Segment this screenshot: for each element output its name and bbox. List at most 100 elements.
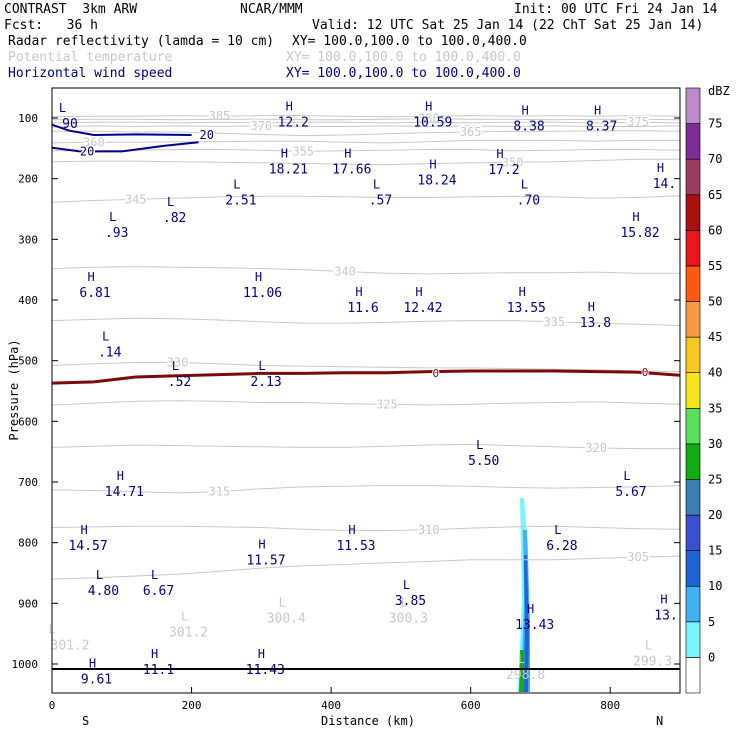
colorbar-level-label: 20 <box>708 508 722 522</box>
extremum-value: 11.53 <box>336 539 375 554</box>
extremum-high-marker: H <box>521 103 528 117</box>
extremum-value: 301.2 <box>169 625 208 640</box>
extremum-value: 11.6 <box>347 301 378 316</box>
extremum-high-marker: H <box>89 657 96 671</box>
extremum-value: .14 <box>98 346 122 361</box>
wind-contour-label: 20 <box>80 144 94 158</box>
x-tick-label: 400 <box>321 699 341 712</box>
valid-time: Valid: 12 UTC Sat 25 Jan 14 (22 ChT Sat … <box>312 18 704 33</box>
zero-contour-label: 0 <box>432 367 439 380</box>
extremum-low-marker: L <box>109 210 116 224</box>
field-name-reflectivity: Radar reflectivity (lamda = 10 cm) <box>8 34 275 49</box>
theta-label: 355 <box>292 144 314 158</box>
south-label: S <box>82 714 89 728</box>
field-xy-wind: XY= 100.0,100.0 to 100.0,400.0 <box>286 66 521 81</box>
field-xy-reflectivity: XY= 100.0,100.0 to 100.0,400.0 <box>292 34 527 49</box>
extremum-low-marker: L <box>623 469 630 483</box>
theta-label: 325 <box>376 397 398 411</box>
extremum-value: 301.2 <box>50 639 89 654</box>
theta-contour-350 <box>52 158 680 166</box>
colorbar-level-label: 50 <box>708 295 722 309</box>
extremum-value: 14.57 <box>69 539 108 554</box>
theta-label: 365 <box>460 125 482 139</box>
colorbar-swatch <box>685 407 701 445</box>
extremum-high-marker: H <box>286 100 293 114</box>
colorbar-level-label: 10 <box>708 579 722 593</box>
colorbar-swatch <box>685 443 701 480</box>
y-tick-label: 300 <box>18 233 38 246</box>
extremum-value: 5.50 <box>468 454 499 469</box>
extremum-high-marker: H <box>588 300 595 314</box>
plot-frame <box>51 87 681 694</box>
colorbar-swatch <box>685 123 701 160</box>
extremum-high-marker: H <box>258 647 265 661</box>
axes <box>51 87 681 694</box>
colorbar-level-label: 65 <box>708 188 722 202</box>
extremum-low-marker: L <box>554 523 561 537</box>
x-axis-label: Distance (km) <box>321 714 415 728</box>
extremum-high-marker: H <box>355 285 362 299</box>
extremum-value: .82 <box>163 211 186 226</box>
extremum-value: 17.66 <box>332 162 371 177</box>
theta-contour-380 <box>52 118 680 121</box>
extremum-value: .93 <box>105 226 128 241</box>
y-tick-label: 500 <box>18 355 38 368</box>
extremum-value: 8.38 <box>513 119 544 134</box>
extremum-low-marker: L <box>167 195 174 209</box>
theta-label: 310 <box>418 523 440 537</box>
extremum-high-marker: H <box>348 523 355 537</box>
y-tick-label: 100 <box>18 112 38 125</box>
field-name-wind: Horizontal wind speed <box>8 66 173 81</box>
colorbar-swatch <box>685 194 701 231</box>
extremum-value: 13.8 <box>580 316 611 331</box>
extremum-value: 15.82 <box>620 226 659 241</box>
colorbar-level-label: 45 <box>708 330 722 344</box>
theta-contour-365 <box>52 130 680 137</box>
extremum-value: 11.06 <box>243 286 282 301</box>
colorbar-level-label: 40 <box>708 366 722 380</box>
extremum-value: 299.3 <box>633 654 672 669</box>
extremum-value: 3.85 <box>395 594 426 609</box>
extremum-high-marker: H <box>660 592 667 606</box>
colorbar-swatch <box>685 87 701 124</box>
colorbar-level-label: 25 <box>708 472 722 486</box>
extremum-high-marker: H <box>258 538 265 552</box>
forecast-hour: Fcst: 36 h <box>4 18 98 33</box>
x-tick-label: 200 <box>182 699 202 712</box>
extremum-high-marker: H <box>527 602 534 616</box>
colorbar-level-label: 60 <box>708 223 722 237</box>
x-tick-label: 0 <box>49 699 56 712</box>
extremum-low-marker: L <box>258 359 265 373</box>
theta-label: 340 <box>334 264 356 278</box>
theta-contour-370 <box>52 125 680 128</box>
y-tick-label: 800 <box>18 537 38 550</box>
colorbar-level-label: 35 <box>708 401 722 415</box>
theta-label: 375 <box>627 115 649 129</box>
colorbar-swatch <box>685 514 701 551</box>
extremum-value: .70 <box>517 193 540 208</box>
extremum-value: 12.42 <box>403 301 442 316</box>
extremum-high-marker: H <box>594 103 601 117</box>
field-xy-theta: XY= 100.0,100.0 to 100.0,400.0 <box>286 50 521 65</box>
colorbar-swatch <box>685 230 701 267</box>
theta-contour-315 <box>52 485 680 494</box>
x-tick-label: 600 <box>461 699 481 712</box>
zero-contour-label: 0 <box>642 366 649 379</box>
theta-contour-345 <box>52 195 680 203</box>
colorbar-swatch <box>685 301 701 338</box>
theta-label: 335 <box>544 315 566 329</box>
wind-contour-20 <box>52 141 199 153</box>
extremum-high-marker: H <box>344 146 351 160</box>
theta-contour-305 <box>52 555 680 580</box>
extremum-value: 90 <box>62 117 78 132</box>
extremum-value: 13.55 <box>507 301 546 316</box>
y-tick-label: 700 <box>18 476 38 489</box>
theta-label: 305 <box>627 550 649 564</box>
colorbar-swatch <box>685 336 701 374</box>
field-name-theta: Potential temperature <box>8 50 173 65</box>
extremum-value: 298.8 <box>506 668 545 683</box>
theta-contour-355 <box>52 149 680 152</box>
colorbar-level-label: 55 <box>708 259 722 273</box>
wind-contour-label: 20 <box>200 128 214 142</box>
extremum-value: 6.81 <box>79 286 110 301</box>
